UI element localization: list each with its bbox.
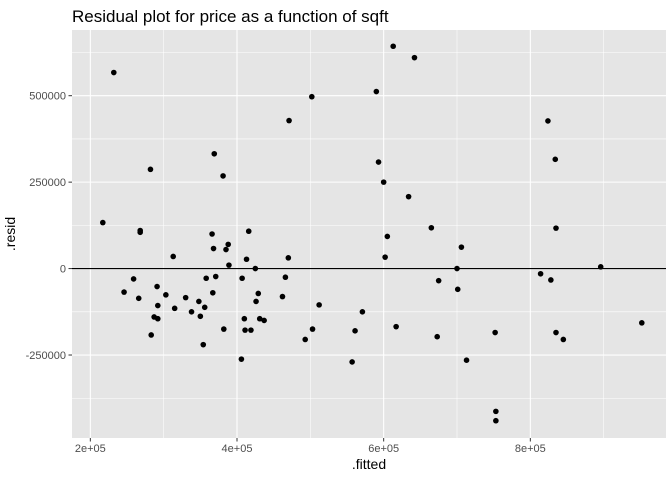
data-point — [201, 304, 208, 311]
data-point — [221, 326, 227, 332]
x-tick-label: 8e+05 — [515, 443, 546, 455]
data-point — [282, 274, 289, 281]
data-point — [359, 308, 366, 315]
data-point — [552, 156, 559, 163]
data-point — [454, 286, 461, 293]
data-point — [155, 315, 161, 322]
data-point — [243, 256, 250, 263]
y-tick-label: 500000 — [29, 91, 66, 103]
data-point — [196, 298, 202, 305]
x-tick-label: 2e+05 — [75, 443, 106, 455]
y-tick-label: -250000 — [26, 350, 66, 362]
chart-title: Residual plot for price as a function of… — [72, 7, 389, 26]
data-point — [349, 359, 355, 365]
data-point — [163, 292, 169, 298]
data-point — [380, 179, 387, 185]
data-point — [639, 320, 645, 326]
y-axis: -250000 0 250000 500000 — [26, 91, 72, 362]
data-point — [130, 276, 137, 282]
data-point — [197, 313, 204, 320]
data-point — [309, 93, 315, 100]
data-point — [209, 231, 215, 237]
data-point — [256, 315, 263, 322]
data-point — [170, 253, 176, 260]
data-point — [203, 275, 209, 282]
data-point — [428, 224, 435, 231]
data-point — [434, 333, 441, 340]
data-point — [252, 265, 259, 272]
data-point — [220, 173, 226, 179]
data-point — [309, 326, 316, 332]
data-point — [255, 290, 262, 297]
data-point — [493, 417, 499, 424]
data-point — [147, 166, 154, 173]
data-point — [226, 262, 232, 268]
plot-panel — [72, 30, 666, 438]
data-point — [393, 323, 399, 330]
data-point — [493, 408, 499, 415]
data-point — [545, 118, 551, 124]
data-point — [285, 255, 292, 261]
data-points — [100, 43, 645, 424]
data-point — [382, 254, 388, 260]
data-point — [373, 88, 380, 95]
data-point — [548, 277, 554, 283]
data-point — [248, 327, 254, 333]
x-axis: 2e+05 4e+05 6e+05 8e+05 — [75, 438, 546, 455]
data-point — [463, 357, 470, 364]
data-point — [148, 332, 154, 338]
data-point — [225, 241, 231, 248]
x-tick-label: 4e+05 — [222, 443, 253, 455]
data-point — [560, 336, 567, 343]
data-point — [242, 327, 248, 333]
data-point — [241, 315, 248, 322]
data-point — [597, 264, 604, 270]
data-point — [405, 193, 412, 200]
data-point — [384, 233, 391, 240]
data-point — [375, 159, 382, 165]
data-point — [492, 329, 498, 336]
data-point — [171, 305, 178, 312]
data-point — [316, 302, 322, 308]
data-point — [286, 117, 292, 124]
data-point — [390, 43, 397, 50]
data-point — [211, 150, 218, 157]
data-point — [182, 294, 189, 301]
data-point — [155, 302, 161, 309]
data-point — [279, 293, 286, 300]
data-point — [261, 317, 267, 324]
data-point — [210, 289, 216, 296]
data-point — [111, 69, 117, 76]
data-point — [135, 295, 142, 302]
data-point — [223, 246, 229, 253]
y-axis-title: .resid — [2, 217, 18, 251]
data-point — [100, 219, 106, 226]
data-point — [553, 225, 559, 231]
data-point — [454, 265, 460, 272]
data-point — [137, 229, 143, 236]
data-point — [188, 308, 195, 315]
data-point — [210, 245, 217, 252]
data-point — [302, 336, 309, 343]
data-point — [537, 270, 544, 277]
x-axis-title: .fitted — [352, 456, 386, 472]
data-point — [121, 289, 127, 295]
data-point — [253, 298, 259, 305]
y-tick-label: 250000 — [29, 177, 66, 189]
data-point — [245, 228, 252, 235]
y-tick-label: 0 — [60, 264, 66, 276]
data-point — [200, 341, 207, 348]
data-point — [212, 273, 219, 280]
data-point — [239, 275, 245, 282]
data-point — [154, 283, 160, 290]
data-point — [352, 328, 358, 334]
x-tick-label: 6e+05 — [368, 443, 399, 455]
data-point — [238, 356, 245, 362]
data-point — [411, 54, 418, 61]
data-point — [458, 244, 465, 250]
data-point — [553, 329, 559, 336]
data-point — [435, 277, 442, 284]
